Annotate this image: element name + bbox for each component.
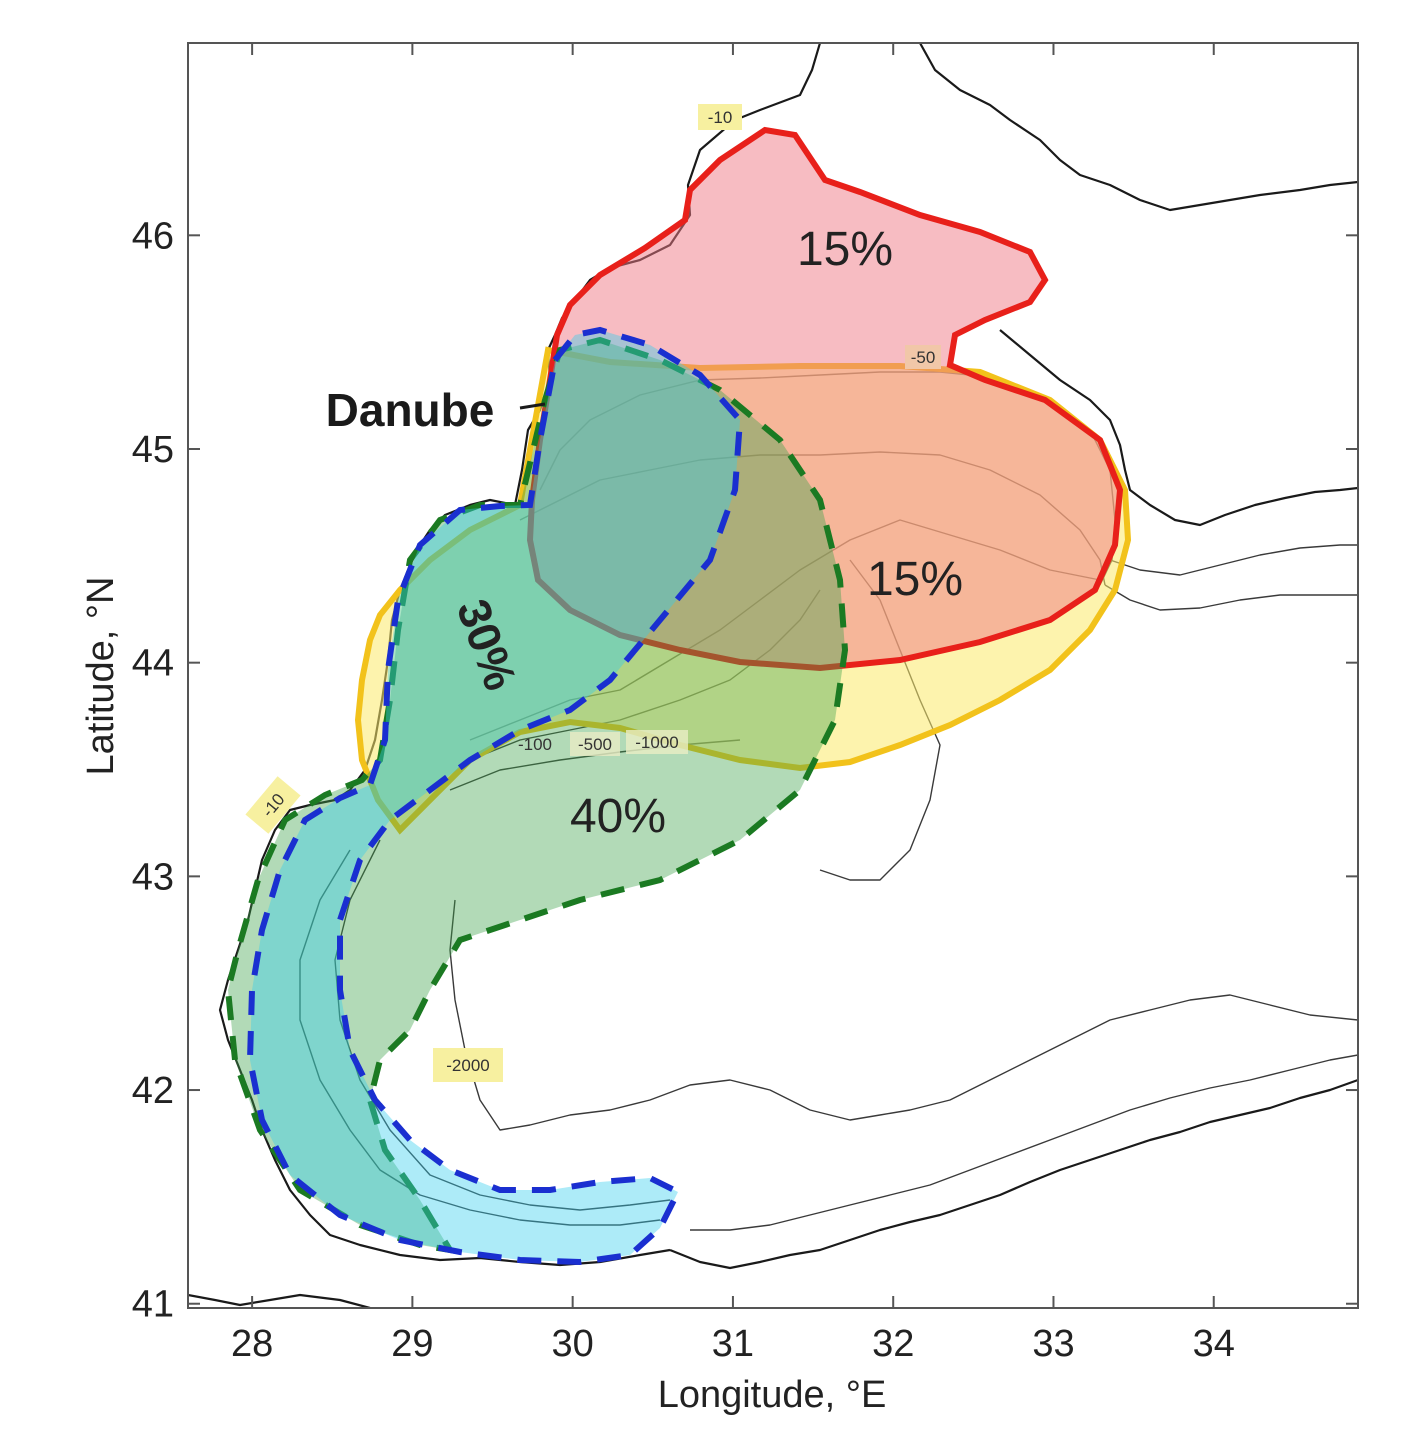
svg-text:-1000: -1000 xyxy=(635,733,678,752)
depth-tag-1000: -1000 xyxy=(626,730,688,754)
danube-label: Danube xyxy=(326,384,495,436)
isobath-crimea-shelf xyxy=(1104,584,1358,611)
depth-tag-100: -100 xyxy=(518,735,552,754)
y-tick-label: 45 xyxy=(132,429,174,471)
crimea-coastline xyxy=(999,329,1358,527)
isobath-crimea-shelf-2 xyxy=(1109,544,1358,576)
zone-western-coastal xyxy=(246,326,744,1266)
x-tick-label: 32 xyxy=(872,1323,914,1365)
zone-northwestern-shelf xyxy=(526,126,1124,672)
zone-label-western-slope: 40% xyxy=(570,790,666,843)
x-tick-label: 29 xyxy=(391,1323,433,1365)
zone-western-slope xyxy=(224,336,849,1255)
y-tick-label: 42 xyxy=(132,1070,174,1112)
y-tick-label: 43 xyxy=(132,856,174,898)
isobath-western-slope-1 xyxy=(299,849,661,1226)
svg-text:-100: -100 xyxy=(518,735,552,754)
depth-tag-500: -500 xyxy=(570,732,620,756)
plot-frame xyxy=(187,42,1359,1309)
zone-label-outer-shelf: 15% xyxy=(867,553,963,606)
x-axis-title: Longitude, °E xyxy=(658,1374,887,1416)
x-tick-label: 33 xyxy=(1032,1323,1074,1365)
bulgarian-coast-lower xyxy=(188,1293,371,1308)
x-axis-ticks: 28 29 30 31 32 33 34 xyxy=(231,43,1235,1365)
svg-text:-50: -50 xyxy=(911,348,936,367)
depth-tag-north: -10 xyxy=(698,104,742,130)
y-tick-label: 46 xyxy=(132,215,174,257)
isobath-south-1 xyxy=(690,1054,1358,1231)
y-axis-ticks: 41 42 43 44 45 46 xyxy=(132,215,1358,1326)
depth-tag-50: -50 xyxy=(905,345,941,369)
x-tick-label: 34 xyxy=(1193,1323,1235,1365)
x-tick-label: 30 xyxy=(552,1323,594,1365)
x-tick-label: 31 xyxy=(712,1323,754,1365)
isobath-2000 xyxy=(449,899,1358,1131)
depth-tag-west: -10 xyxy=(245,776,301,834)
svg-text:-2000: -2000 xyxy=(446,1056,489,1075)
svg-text:-500: -500 xyxy=(578,735,612,754)
southern-coastline xyxy=(669,1078,1358,1270)
danube-pointer xyxy=(519,402,546,410)
y-axis-title: Latitude, °N xyxy=(80,577,122,776)
depth-tag-2000: -2000 xyxy=(433,1048,503,1082)
x-tick-label: 28 xyxy=(231,1323,273,1365)
y-tick-label: 44 xyxy=(132,643,174,685)
odessa-coast xyxy=(919,43,1358,212)
svg-text:-10: -10 xyxy=(708,108,733,127)
zone-label-northwestern-shelf: 15% xyxy=(797,223,893,276)
y-tick-label: 41 xyxy=(132,1284,174,1326)
